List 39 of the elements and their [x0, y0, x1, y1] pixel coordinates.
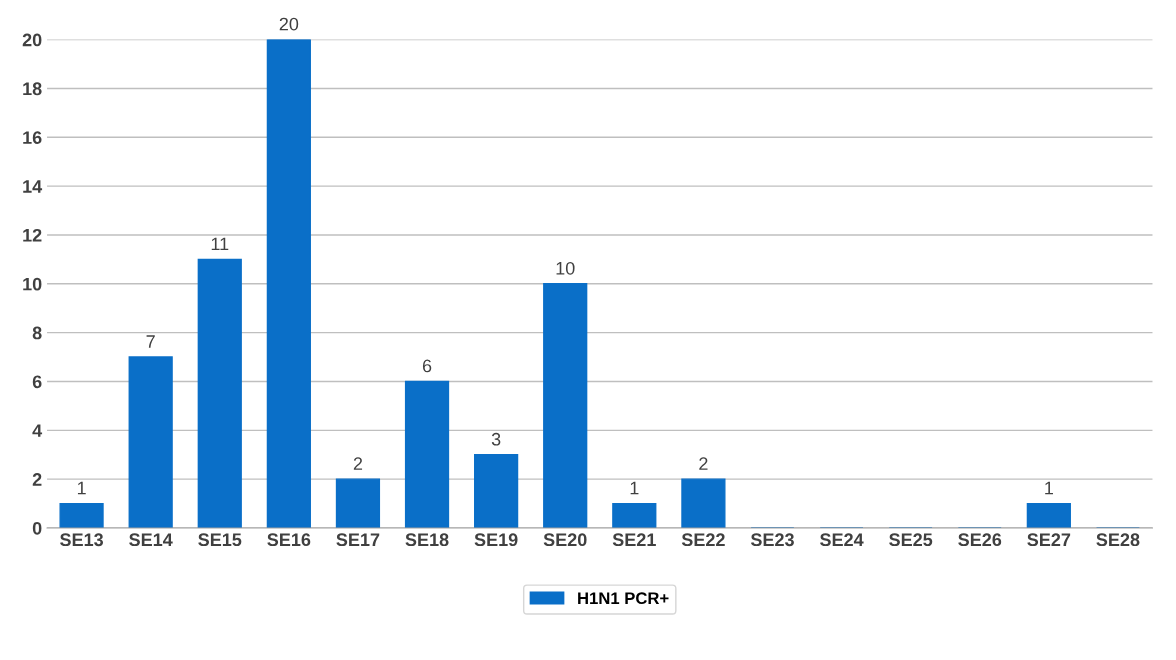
x-tick-label: SE15	[198, 533, 242, 547]
x-tick-label: SE27	[1027, 533, 1071, 547]
data-label: 2	[353, 457, 363, 470]
data-label: 1	[630, 481, 639, 495]
y-tick-label: 4	[32, 424, 43, 437]
x-tick-label: SE21	[612, 533, 656, 547]
data-label: 10	[556, 261, 575, 275]
x-tick-label: SE14	[129, 533, 173, 547]
data-label: 1	[1045, 481, 1053, 495]
data-label: 1	[77, 481, 86, 495]
y-tick-label: 16	[23, 131, 42, 144]
data-label: 3	[491, 432, 501, 446]
data-label: 11	[211, 237, 229, 251]
x-tick-label: SE24	[820, 533, 864, 547]
x-tick-label: SE28	[1096, 533, 1140, 547]
data-label: 7	[146, 335, 155, 348]
y-tick-label: 2	[32, 473, 42, 486]
y-tick-label: 20	[22, 33, 42, 47]
y-tick-label: 18	[23, 82, 42, 96]
x-tick-label: SE19	[474, 533, 518, 547]
data-label: 6	[422, 359, 432, 373]
x-tick-label: SE25	[889, 533, 933, 547]
y-tick-label: 12	[23, 228, 42, 242]
x-tick-label: SE16	[267, 533, 311, 547]
y-tick-label: 6	[32, 375, 42, 389]
x-tick-label: SE17	[336, 533, 380, 547]
data-label: 20	[279, 17, 299, 31]
x-tick-label: SE20	[543, 533, 587, 547]
y-tick-label: 14	[23, 180, 43, 193]
legend-label: H1N1 PCR+	[578, 592, 669, 605]
x-tick-label: SE23	[750, 533, 794, 547]
x-tick-label: SE13	[60, 533, 104, 547]
y-tick-label: 0	[32, 521, 42, 535]
data-label: 2	[699, 457, 708, 470]
x-tick-label: SE22	[681, 533, 725, 547]
x-tick-label: SE18	[405, 533, 449, 547]
y-tick-label: 8	[32, 326, 42, 340]
x-tick-label: SE26	[958, 533, 1002, 547]
y-tick-label: 10	[23, 277, 42, 291]
